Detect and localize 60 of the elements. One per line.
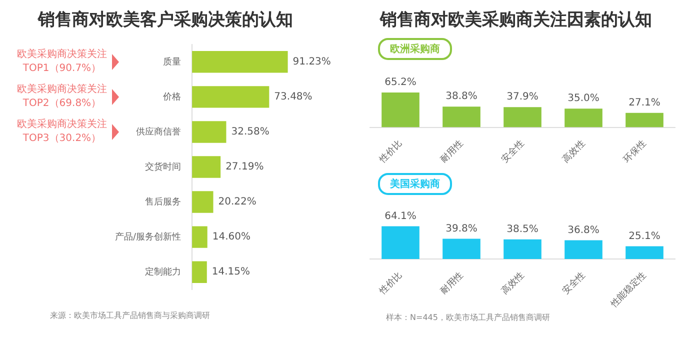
data-label: 37.9% bbox=[506, 92, 538, 103]
y-tick-label: 交货时间 bbox=[145, 161, 182, 172]
data-label: 38.5% bbox=[506, 224, 538, 235]
bar bbox=[564, 240, 602, 259]
text: 样本：N=445，欧美市场工具产品销售商调研 bbox=[386, 312, 550, 323]
bar bbox=[192, 191, 214, 213]
x-tick-label: 性能稳定性 bbox=[608, 270, 648, 310]
data-label: 32.58% bbox=[231, 126, 270, 138]
y-tick-label: 产品/服务创新性 bbox=[114, 231, 182, 242]
data-label: 38.8% bbox=[446, 91, 478, 102]
x-tick-label: 安全性 bbox=[560, 270, 588, 297]
bar bbox=[442, 238, 480, 259]
bar bbox=[504, 239, 542, 259]
y-tick-label: 质量 bbox=[163, 56, 182, 68]
data-label: 27.19% bbox=[226, 162, 264, 173]
text: 欧美采购商决策关注 TOP1（90.7%） bbox=[16, 48, 108, 76]
data-label: 14.60% bbox=[212, 232, 250, 243]
data-label: 73.48% bbox=[274, 92, 312, 103]
data-label: 14.15% bbox=[212, 266, 250, 278]
data-label: 25.1% bbox=[628, 230, 660, 242]
bar bbox=[382, 92, 420, 128]
bar bbox=[192, 226, 208, 248]
data-label: 20.22% bbox=[218, 196, 256, 208]
bar bbox=[192, 156, 221, 178]
x-tick-label: 高效性 bbox=[499, 270, 526, 297]
data-label: 91.23% bbox=[292, 56, 331, 68]
y-tick-label: 价格 bbox=[162, 91, 182, 102]
x-tick-label: 性价比 bbox=[376, 270, 404, 298]
data-label: 36.8% bbox=[568, 224, 600, 236]
x-tick-label: 环保性 bbox=[621, 138, 648, 165]
bar bbox=[192, 86, 270, 108]
data-label: 39.8% bbox=[446, 223, 478, 234]
x-tick-label: 耐用性 bbox=[438, 138, 466, 165]
bar bbox=[192, 121, 226, 143]
bar bbox=[192, 51, 288, 73]
bar bbox=[564, 108, 602, 128]
data-label: 27.1% bbox=[628, 97, 660, 108]
bar bbox=[626, 112, 664, 128]
data-label: 64.1% bbox=[384, 210, 416, 222]
y-tick-label: 供应商信誉 bbox=[136, 126, 182, 138]
chart-subtitle: 欧洲采购商 bbox=[378, 38, 452, 60]
y-tick-label: 定制能力 bbox=[145, 266, 182, 278]
data-label: 35.0% bbox=[568, 93, 600, 104]
x-tick-label: 性价比 bbox=[376, 138, 404, 166]
bar bbox=[626, 246, 664, 259]
x-tick-label: 安全性 bbox=[499, 138, 526, 165]
bar bbox=[504, 107, 542, 128]
chart-title: 销售商对欧美采购商关注因素的认知 bbox=[380, 9, 652, 31]
bar bbox=[192, 261, 207, 283]
bar bbox=[442, 106, 480, 128]
chart-title: 销售商对欧美客户采购决策的认知 bbox=[38, 9, 293, 31]
data-label: 65.2% bbox=[384, 77, 416, 88]
text: 欧美采购商决策关注 TOP2（69.8%） bbox=[16, 82, 108, 111]
y-tick-label: 售后服务 bbox=[145, 196, 182, 208]
chart-subtitle: 美国采购商 bbox=[378, 173, 452, 195]
source-note: 来源：欧美市场工具产品销售商与采购商调研 bbox=[50, 310, 210, 321]
x-tick-label: 耐用性 bbox=[438, 270, 466, 297]
text: 欧美采购商决策关注 TOP3（30.2%） bbox=[16, 118, 108, 146]
x-tick-label: 高效性 bbox=[560, 138, 588, 165]
bar bbox=[382, 226, 420, 259]
